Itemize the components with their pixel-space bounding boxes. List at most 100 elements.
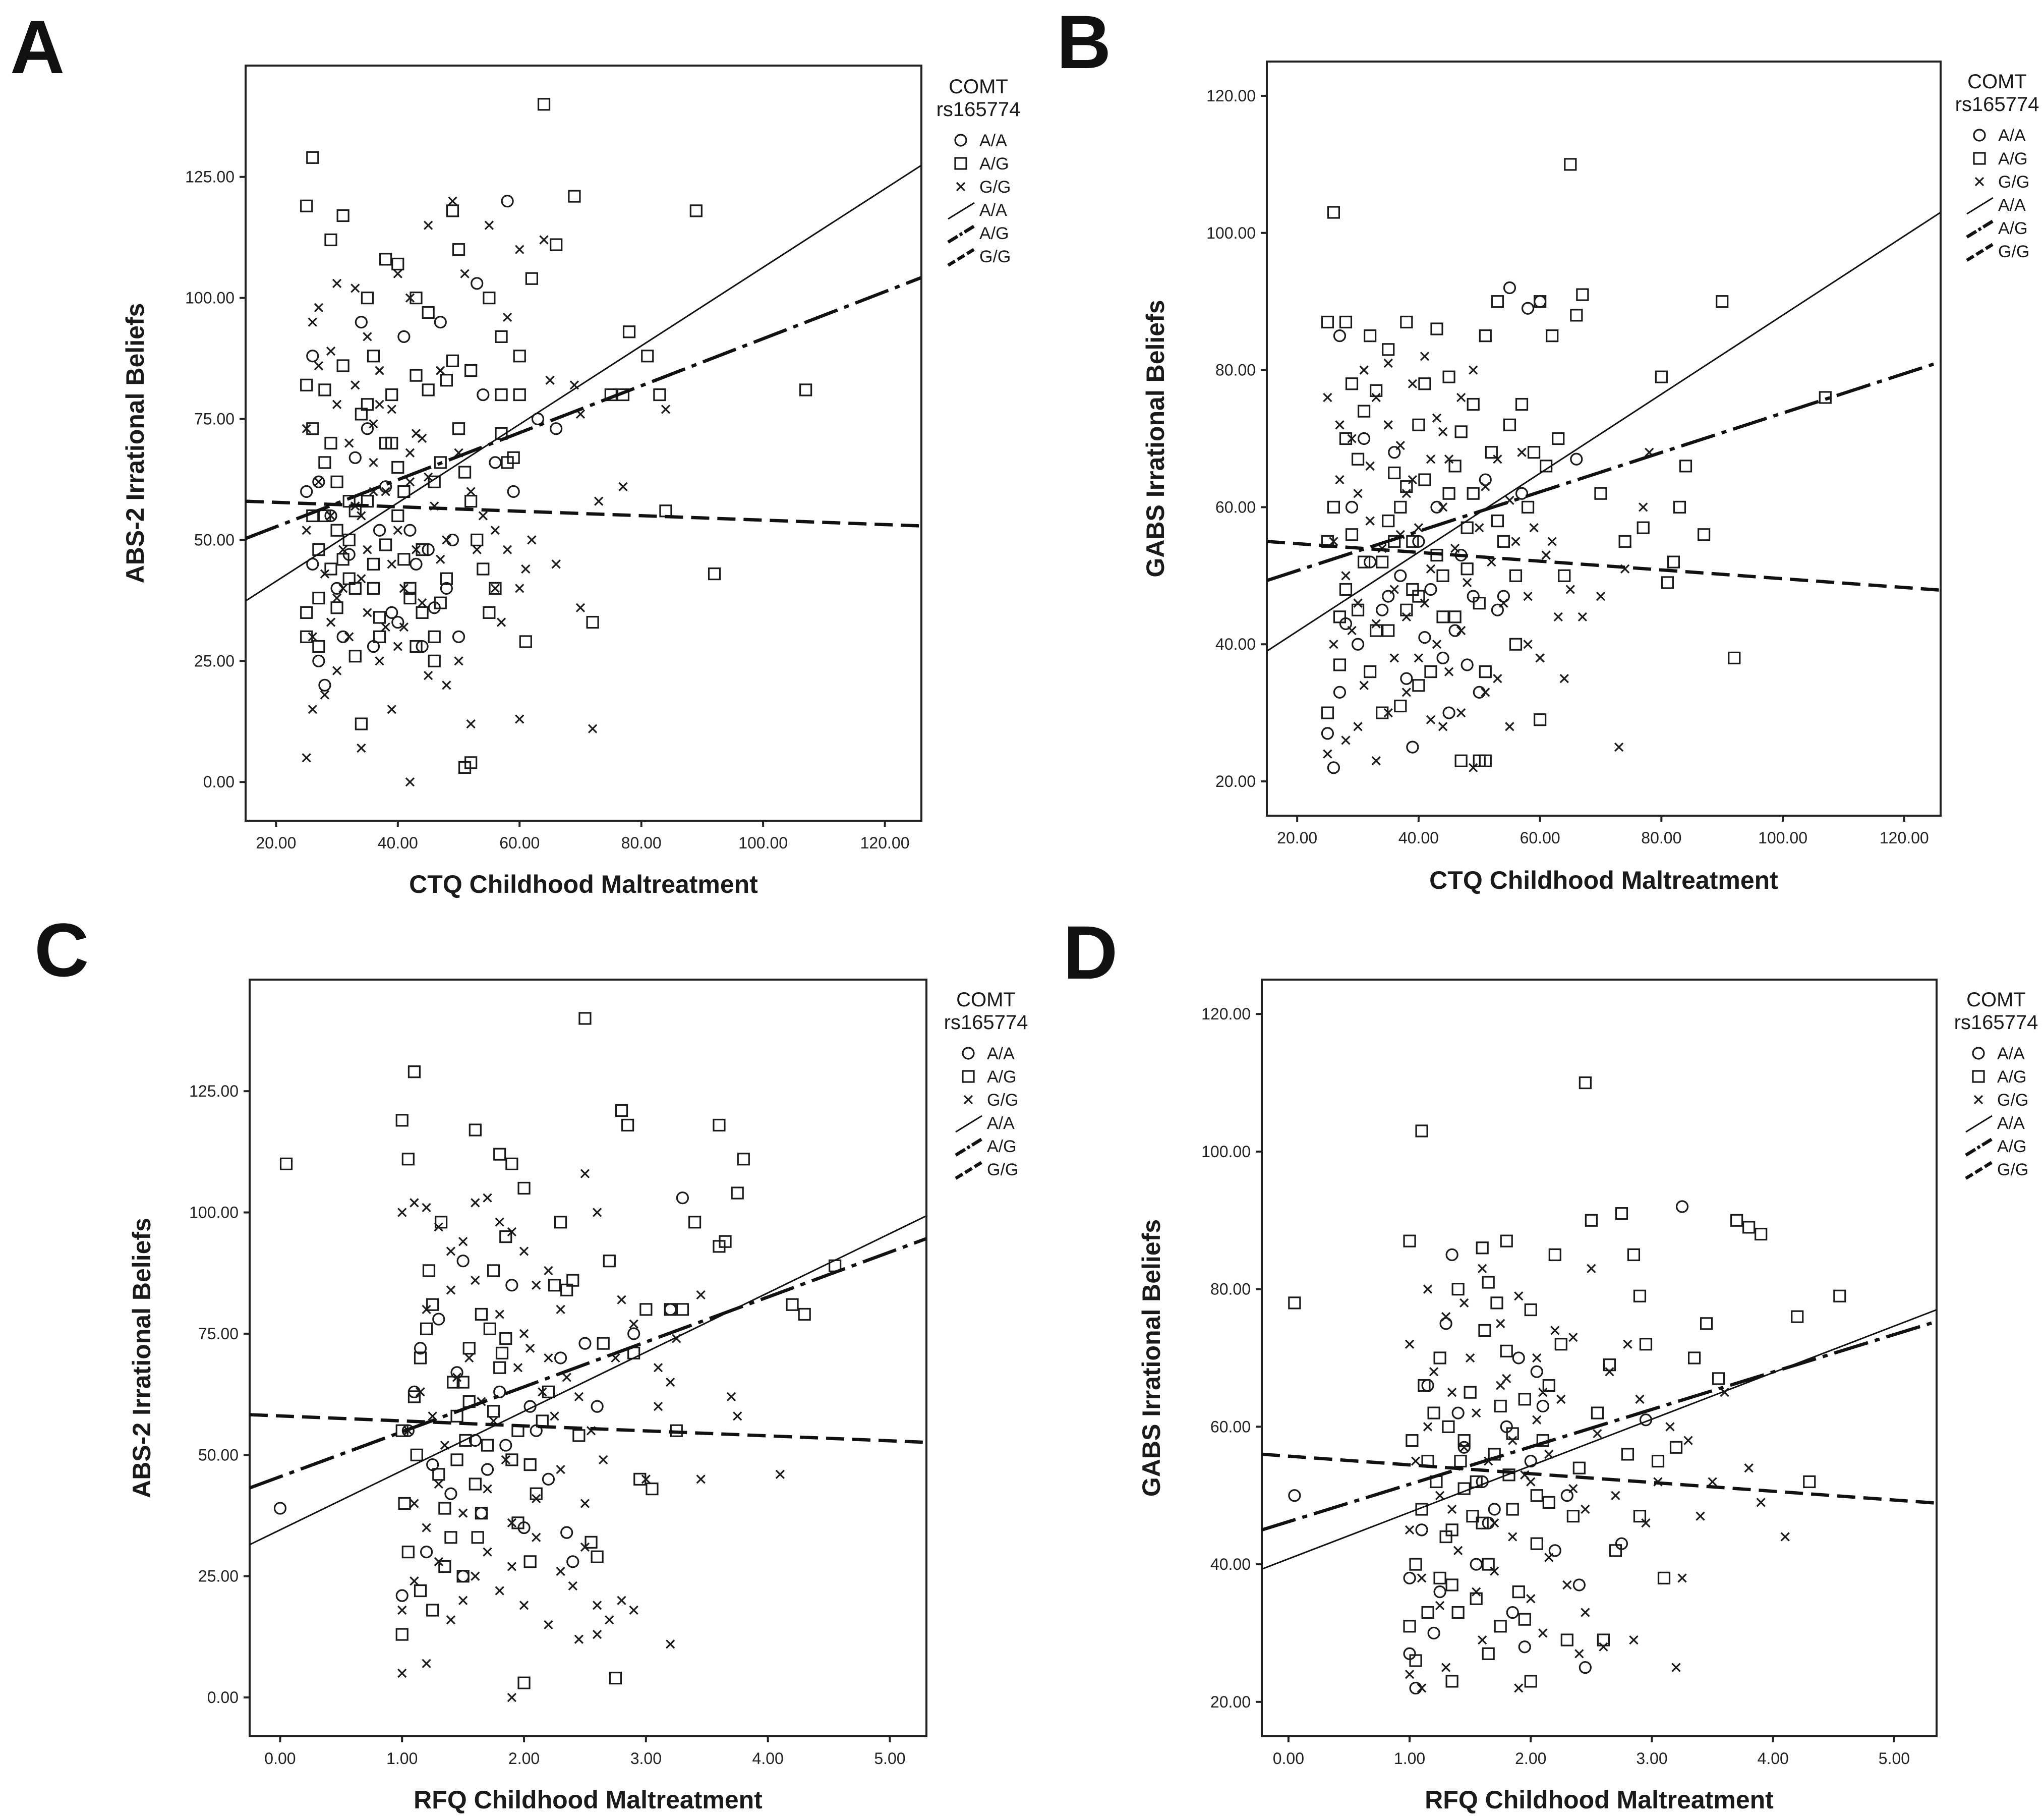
point-ag [1502,1468,1515,1482]
point-gg [314,303,323,312]
point-gg [405,293,415,303]
point-gg [1447,1388,1457,1397]
point-aa [1403,1571,1416,1584]
point-gg [539,235,549,245]
point-gg [1472,1587,1481,1597]
y-tick-label: 120.00 [1206,87,1256,105]
point-ag [585,1535,598,1549]
point-ag [483,606,496,619]
point-ag [615,1104,628,1117]
point-gg [1568,1332,1578,1342]
point-ag [487,1405,500,1418]
point-ag [1548,1248,1561,1262]
point-ag [1470,1592,1483,1605]
point-ag [505,1157,518,1170]
point-aa [410,557,423,571]
point-gg [1475,523,1484,533]
point-gg [1414,523,1424,533]
point-gg [1405,1670,1415,1679]
point-gg [1383,358,1393,368]
fit-line-ag [1267,360,1941,582]
point-gg [478,511,488,521]
legend-square-icon [1972,1070,1985,1083]
point-gg [387,559,396,569]
point-gg [1353,598,1363,608]
legend-line-swatch-icon [955,1161,983,1180]
point-gg [411,545,421,554]
y-tick-label: 80.00 [1210,1280,1251,1298]
point-ag [713,1118,726,1132]
point-ag [1552,432,1565,445]
point-ag [1509,638,1523,651]
point-ag [1479,754,1492,767]
point-gg [568,1581,577,1591]
point-ag [1357,405,1371,418]
point-ag [523,1458,537,1471]
point-ag [1509,569,1523,582]
point-gg [416,1387,425,1397]
point-ag [798,1307,811,1321]
point-ag [410,640,423,653]
point-ag [1530,1489,1543,1502]
point-ag [434,596,447,609]
point-aa [1388,446,1401,459]
point-gg [580,1169,590,1178]
point-gg [521,564,531,574]
point-ag [537,98,551,111]
point-gg [422,1523,431,1532]
point-gg [442,535,451,545]
point-gg [410,1198,419,1208]
point-ag [426,1298,439,1311]
point-ag [1742,1221,1756,1234]
point-gg [458,1237,468,1246]
point-gg [417,598,427,608]
x-tick-label: 20.00 [1277,829,1317,847]
point-ag [452,422,465,435]
point-ag [1594,487,1607,500]
point-aa [1479,473,1492,486]
point-gg [1514,1291,1524,1301]
legend-line-swatch-icon [1965,1115,1993,1133]
point-aa [505,1279,518,1292]
point-ag [1473,597,1486,610]
point-ag [1521,500,1535,514]
x-axis-title: RFQ Childhood Maltreatment [1425,1786,1774,1814]
point-gg [1756,1498,1766,1507]
point-gg [618,482,628,491]
point-ag [1448,610,1462,623]
legend-label: G/G [987,1091,1018,1110]
plot-frame [1261,979,1938,1737]
point-ag [1339,583,1353,596]
point-ag [361,292,374,305]
y-tick-label: 75.00 [194,410,235,428]
point-ag [1570,309,1583,322]
point-ag [456,1570,470,1583]
point-gg [1641,1518,1651,1528]
point-aa [432,1313,445,1326]
point-aa [1445,1248,1458,1262]
point-ag [1597,1633,1610,1646]
fit-line-ag [250,1237,926,1490]
point-ag [279,1157,293,1170]
y-tick-label: 100.00 [189,1204,239,1222]
point-gg [375,656,384,666]
y-tick-label: 40.00 [1210,1555,1251,1573]
legend-label: A/A [1998,126,2026,145]
point-ag [1406,535,1419,548]
y-tick-label: 25.00 [198,1567,239,1585]
point-ag [1679,460,1692,473]
point-ag [688,1216,702,1229]
point-gg [519,1329,529,1339]
point-gg [1526,1477,1536,1487]
point-gg [1499,598,1508,608]
point-ag [664,1303,677,1316]
point-gg [1453,1546,1463,1555]
point-gg [1559,674,1569,684]
point-ag [447,1376,460,1389]
point-gg [1596,591,1606,601]
point-gg [551,559,561,569]
point-ag [1433,1351,1446,1364]
point-aa [676,1191,689,1205]
point-ag [475,1307,488,1321]
